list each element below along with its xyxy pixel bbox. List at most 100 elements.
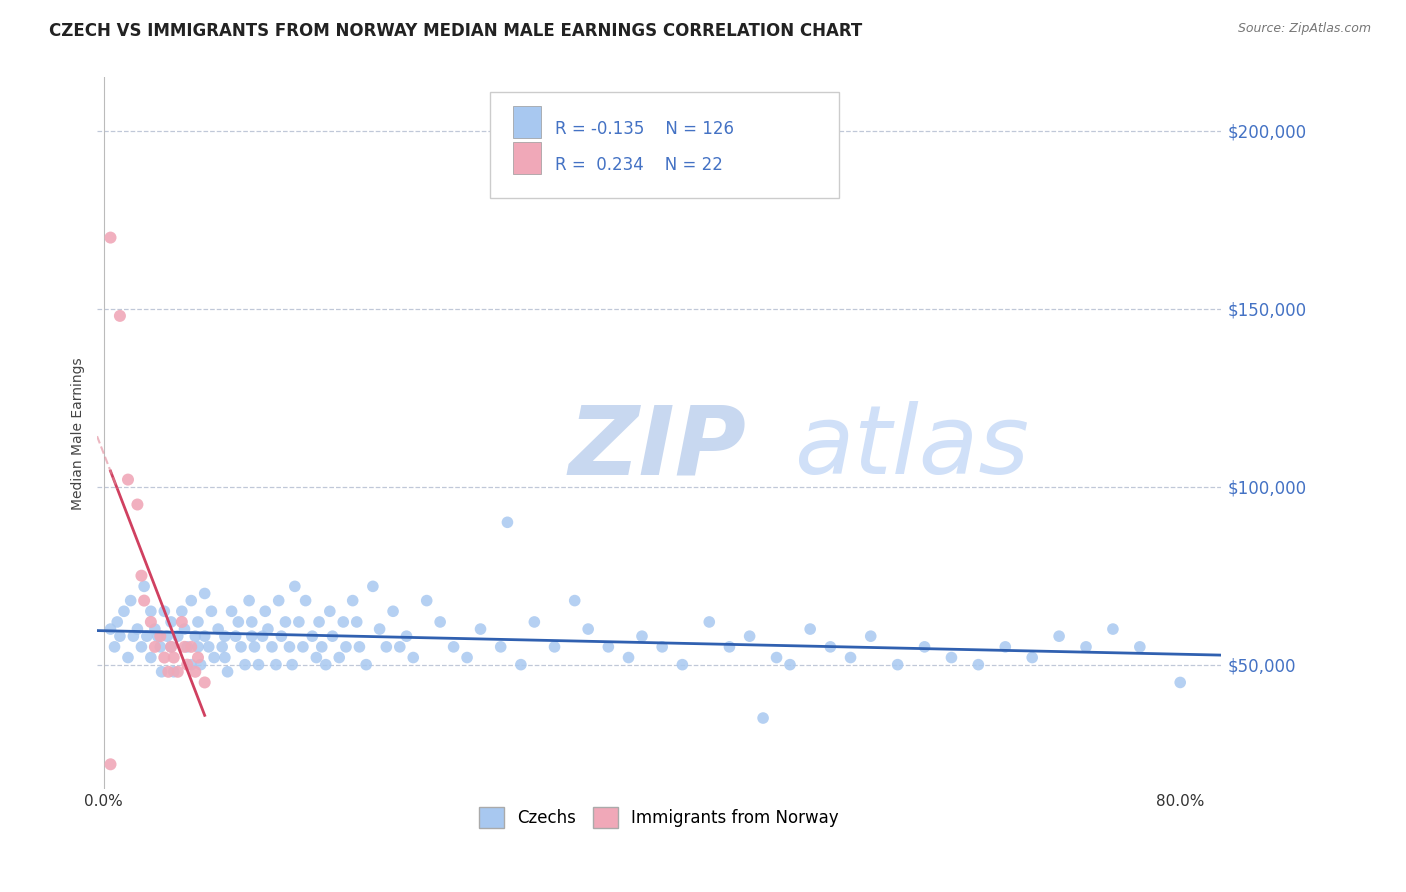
Point — [105, 615, 128, 629]
Point — [342, 593, 364, 607]
Point — [117, 473, 139, 487]
Point — [315, 657, 337, 672]
Point — [617, 650, 640, 665]
Point — [671, 657, 693, 672]
Point — [395, 629, 418, 643]
Point — [496, 516, 519, 530]
Point — [361, 579, 384, 593]
Point — [264, 657, 287, 672]
Point — [252, 629, 274, 643]
Point — [247, 657, 270, 672]
Point — [139, 615, 162, 629]
Point — [108, 629, 131, 643]
Point — [229, 640, 252, 654]
Point — [994, 640, 1017, 654]
Point — [173, 640, 195, 654]
Point — [197, 640, 219, 654]
Point — [332, 615, 354, 629]
Point — [160, 640, 183, 654]
Point — [1129, 640, 1152, 654]
Point — [163, 650, 186, 665]
Point — [127, 622, 149, 636]
Point — [146, 629, 169, 643]
Point — [122, 629, 145, 643]
Point — [456, 650, 478, 665]
Point — [305, 650, 328, 665]
Point — [718, 640, 741, 654]
Point — [153, 604, 176, 618]
Point — [120, 593, 142, 607]
Point — [335, 640, 357, 654]
Point — [543, 640, 565, 654]
Point — [149, 629, 172, 643]
Text: ZIP: ZIP — [569, 401, 747, 494]
Point — [765, 650, 787, 665]
Text: R =  0.234    N = 22: R = 0.234 N = 22 — [555, 156, 723, 174]
Point — [131, 640, 153, 654]
Point — [470, 622, 492, 636]
Point — [779, 657, 801, 672]
Point — [291, 640, 314, 654]
Point — [697, 615, 720, 629]
Point — [651, 640, 673, 654]
Point — [278, 640, 301, 654]
Point — [166, 665, 188, 679]
Point — [170, 604, 193, 618]
Point — [415, 593, 437, 607]
Point — [166, 629, 188, 643]
Point — [202, 650, 225, 665]
Point — [523, 615, 546, 629]
Point — [402, 650, 425, 665]
Point — [214, 650, 236, 665]
Point — [117, 650, 139, 665]
Bar — [513, 106, 541, 138]
Point — [284, 579, 307, 593]
Point — [194, 675, 217, 690]
Point — [134, 579, 156, 593]
Point — [100, 622, 122, 636]
Point — [752, 711, 775, 725]
Point — [153, 650, 176, 665]
Point — [346, 615, 368, 629]
Point — [274, 615, 297, 629]
Point — [150, 665, 173, 679]
Point — [187, 615, 209, 629]
Point — [349, 640, 371, 654]
Point — [270, 629, 292, 643]
Point — [139, 604, 162, 618]
Point — [914, 640, 936, 654]
Point — [1102, 622, 1125, 636]
Point — [160, 615, 183, 629]
Point — [288, 615, 311, 629]
Legend: Czechs, Immigrants from Norway: Czechs, Immigrants from Norway — [472, 801, 845, 834]
Point — [564, 593, 586, 607]
Point — [190, 657, 212, 672]
Point — [281, 657, 304, 672]
Point — [143, 640, 166, 654]
Point — [257, 622, 280, 636]
Point — [631, 629, 654, 643]
Point — [194, 629, 217, 643]
Point — [103, 640, 125, 654]
Point — [160, 640, 183, 654]
Point — [489, 640, 512, 654]
Y-axis label: Median Male Earnings: Median Male Earnings — [72, 357, 86, 509]
Point — [859, 629, 882, 643]
Point — [187, 640, 209, 654]
Point — [228, 615, 250, 629]
Point — [254, 604, 277, 618]
Bar — [513, 142, 541, 174]
Point — [820, 640, 842, 654]
Point — [328, 650, 350, 665]
Point — [941, 650, 963, 665]
Point — [163, 665, 186, 679]
Point — [217, 665, 239, 679]
Point — [207, 622, 229, 636]
Point — [1074, 640, 1097, 654]
Point — [388, 640, 411, 654]
Point — [127, 498, 149, 512]
Point — [598, 640, 620, 654]
Point — [173, 622, 195, 636]
Point — [443, 640, 465, 654]
Point — [967, 657, 990, 672]
